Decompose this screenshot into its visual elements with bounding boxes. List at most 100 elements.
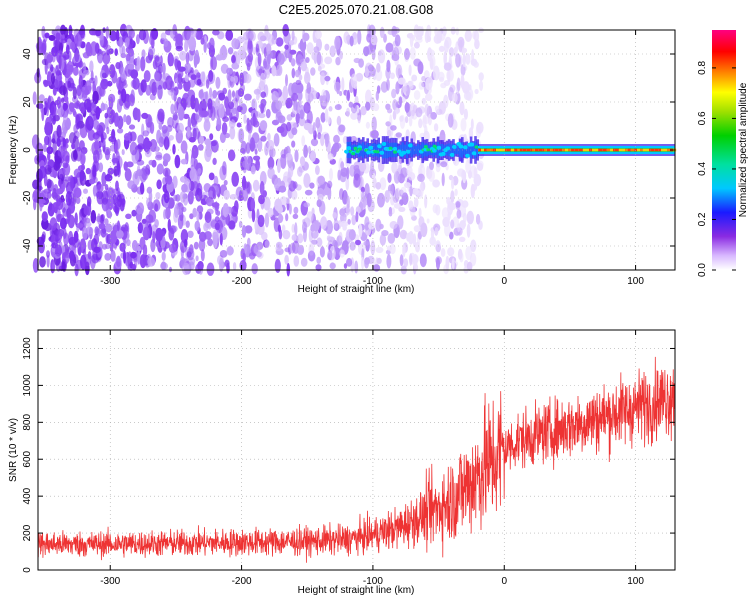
signal-peak-cell bbox=[511, 148, 515, 152]
noise-cell bbox=[232, 107, 238, 115]
noise-cell bbox=[137, 222, 143, 234]
noise-cell bbox=[180, 158, 188, 165]
noise-cell bbox=[139, 254, 147, 269]
noise-cell bbox=[332, 212, 337, 219]
noise-cell bbox=[216, 117, 222, 132]
noise-cell bbox=[263, 56, 271, 70]
noise-cell bbox=[332, 142, 340, 153]
y-tick-label: 0 bbox=[22, 567, 33, 573]
noise-cell bbox=[189, 78, 196, 88]
signal-band-cell bbox=[355, 149, 360, 153]
noise-cell bbox=[354, 95, 359, 105]
noise-cell bbox=[388, 206, 392, 215]
noise-cell bbox=[121, 45, 126, 57]
signal-peak-cell bbox=[604, 148, 608, 152]
signal-band-cell bbox=[440, 151, 446, 156]
signal-peak-cell bbox=[535, 148, 539, 152]
signal-band-cell bbox=[439, 144, 442, 156]
noise-cell bbox=[466, 223, 471, 238]
noise-cell bbox=[177, 214, 184, 230]
noise-cell bbox=[441, 207, 449, 220]
y-tick-label: 40 bbox=[22, 48, 33, 60]
noise-cell bbox=[271, 36, 277, 45]
noise-cell bbox=[364, 67, 370, 78]
noise-cell bbox=[462, 212, 467, 223]
noise-cell bbox=[299, 109, 305, 120]
signal-band-cell bbox=[476, 143, 479, 157]
noise-cell bbox=[68, 24, 73, 37]
noise-cell bbox=[163, 153, 171, 163]
noise-cell bbox=[140, 56, 146, 72]
noise-cell bbox=[193, 53, 198, 68]
noise-cell bbox=[146, 186, 153, 194]
signal-band-cell bbox=[375, 150, 380, 154]
noise-cell bbox=[399, 229, 408, 240]
noise-cell bbox=[255, 93, 260, 101]
noise-cell bbox=[223, 179, 228, 186]
noise-cell bbox=[62, 162, 69, 169]
noise-cell bbox=[239, 72, 245, 86]
noise-cell bbox=[114, 48, 118, 56]
signal-peak-cell bbox=[610, 148, 614, 152]
noise-cell bbox=[255, 43, 259, 53]
noise-cell bbox=[476, 162, 484, 171]
noise-cell bbox=[339, 50, 343, 60]
noise-cell bbox=[59, 85, 67, 96]
noise-cell bbox=[58, 55, 62, 70]
noise-cell bbox=[114, 204, 119, 214]
noise-cell bbox=[184, 25, 191, 41]
noise-cell bbox=[146, 197, 152, 208]
noise-cell bbox=[461, 200, 469, 208]
noise-cell bbox=[90, 210, 97, 224]
snr-series bbox=[37, 356, 676, 563]
noise-cell bbox=[416, 193, 423, 199]
noise-cell bbox=[200, 110, 209, 118]
signal-peak-cell bbox=[484, 148, 488, 152]
noise-cell bbox=[79, 24, 86, 39]
noise-cell bbox=[360, 106, 367, 116]
noise-cell bbox=[274, 198, 282, 212]
noise-cell bbox=[38, 199, 46, 204]
noise-cell bbox=[35, 103, 44, 109]
noise-cell bbox=[93, 246, 101, 253]
noise-cell bbox=[342, 225, 347, 231]
noise-cell bbox=[168, 135, 175, 141]
noise-cell bbox=[370, 34, 378, 46]
noise-cell bbox=[363, 240, 370, 246]
noise-cell bbox=[392, 99, 398, 111]
noise-cell bbox=[106, 126, 110, 135]
noise-cell bbox=[78, 75, 83, 90]
noise-cell bbox=[196, 211, 200, 223]
noise-cell bbox=[93, 185, 97, 197]
noise-cell bbox=[132, 240, 138, 251]
noise-cell bbox=[339, 220, 348, 228]
noise-cell bbox=[62, 102, 68, 111]
noise-cell bbox=[255, 158, 260, 171]
y-tick-label: 1200 bbox=[22, 337, 33, 360]
snr-y-ticks: 0 200 400 600 800 1000 1200 bbox=[22, 337, 675, 573]
noise-cell bbox=[204, 211, 212, 223]
noise-cell bbox=[293, 255, 300, 267]
noise-cell bbox=[357, 114, 361, 124]
noise-cell bbox=[395, 81, 400, 95]
noise-cell bbox=[276, 126, 285, 133]
noise-cell bbox=[314, 30, 322, 40]
noise-cell bbox=[463, 91, 472, 101]
noise-cell bbox=[87, 251, 92, 260]
noise-cell bbox=[252, 179, 260, 192]
noise-cell bbox=[406, 232, 411, 242]
noise-cell bbox=[243, 114, 247, 124]
noise-cell bbox=[293, 100, 298, 111]
noise-cell bbox=[127, 63, 135, 70]
signal-peak-cell bbox=[655, 148, 659, 152]
noise-cell bbox=[291, 189, 298, 200]
noise-cell bbox=[451, 93, 458, 103]
noise-cell bbox=[459, 236, 466, 242]
signal-band-cell bbox=[436, 145, 442, 150]
noise-cell bbox=[303, 122, 312, 131]
noise-cell bbox=[459, 252, 464, 263]
noise-cell bbox=[249, 137, 256, 152]
noise-cell bbox=[231, 38, 239, 50]
noise-cell bbox=[69, 82, 76, 89]
signal-peak-cell bbox=[586, 148, 590, 152]
